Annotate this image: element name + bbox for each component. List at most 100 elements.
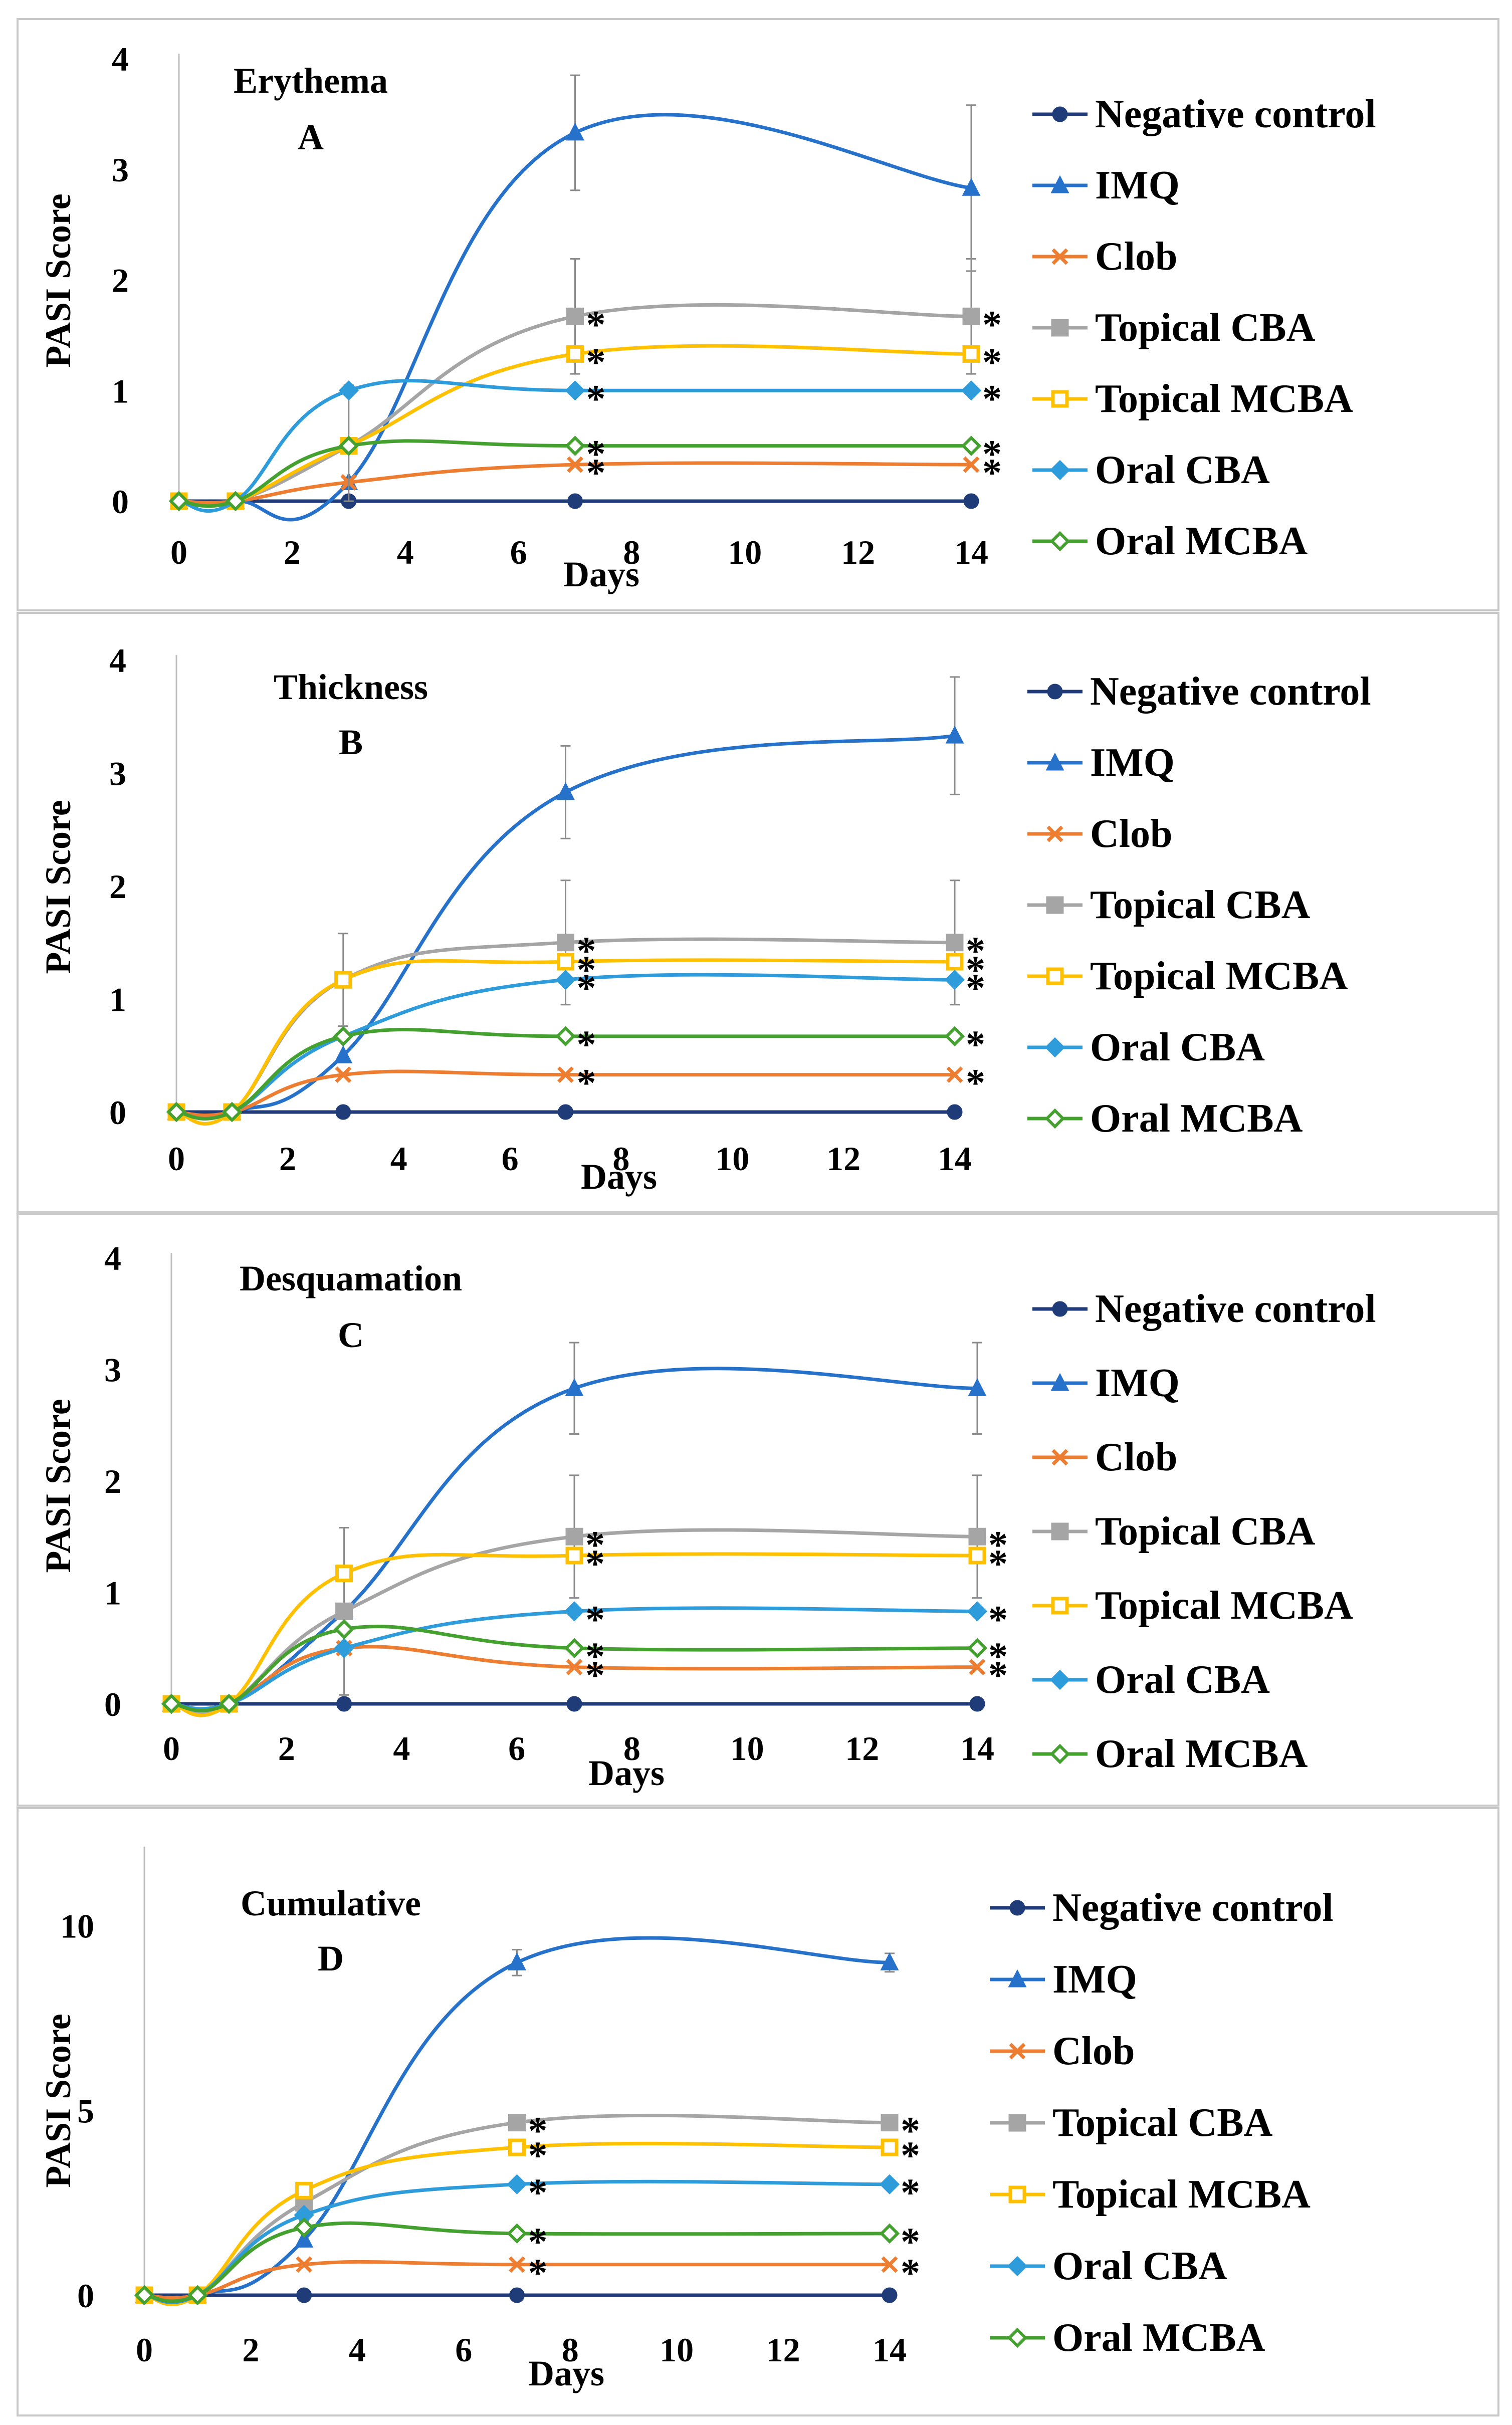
significance-marker: * xyxy=(966,929,985,972)
chart-panel-d: 0 5 10 0 2 4 6 8 10 12 14 Cumulative D PASI Score Days… xyxy=(38,1847,1334,2393)
data-point xyxy=(946,934,964,952)
series-line xyxy=(178,113,972,522)
legend-label: IMQ xyxy=(1095,1361,1180,1405)
significance-marker: * xyxy=(966,1022,985,1066)
x-axis-label: Days xyxy=(563,554,639,594)
x-tick-label: 10 xyxy=(730,1729,764,1768)
x-tick-label: 14 xyxy=(954,533,988,571)
data-point xyxy=(969,1696,985,1712)
x-tick-label: 6 xyxy=(502,1140,519,1178)
chart-title: Erythema xyxy=(234,61,388,101)
data-point xyxy=(968,1527,986,1546)
significance-marker: * xyxy=(982,432,1002,476)
legend-marker xyxy=(1008,1969,1027,1988)
legend-label: Oral MCBA xyxy=(1095,519,1308,563)
significance-marker: * xyxy=(586,302,606,346)
legend-item-topical-mcba: Topical MCBA xyxy=(990,2172,1311,2217)
legend-item-topical-cba: Topical CBA xyxy=(1032,1509,1316,1554)
legend-label: Negative control xyxy=(1095,1287,1376,1331)
data-point xyxy=(969,1659,986,1676)
x-tick-label: 8 xyxy=(623,1729,640,1768)
legend-label: Negative control xyxy=(1052,1886,1334,1930)
chart-title: Thickness xyxy=(274,667,428,707)
x-tick-label: 2 xyxy=(242,2331,259,2369)
data-point xyxy=(335,1066,352,1083)
data-point xyxy=(962,178,981,196)
legend-marker xyxy=(1051,319,1069,337)
y-tick-label: 2 xyxy=(112,262,129,300)
data-point xyxy=(944,970,965,990)
data-point xyxy=(947,1104,963,1120)
series-oral-mcba: * * xyxy=(161,1619,1008,1714)
legend-marker xyxy=(1046,967,1064,985)
data-point xyxy=(567,456,583,473)
significance-marker: * xyxy=(966,948,985,991)
data-point xyxy=(967,1638,988,1658)
y-tick-label: 3 xyxy=(109,755,126,793)
data-point xyxy=(222,1101,243,1123)
legend-marker xyxy=(1047,684,1063,700)
significance-marker: * xyxy=(577,948,596,991)
data-point xyxy=(335,1602,353,1620)
legend-item-topical-cba: Topical CBA xyxy=(1027,883,1311,927)
data-point xyxy=(334,1619,354,1640)
legend-marker xyxy=(1051,1522,1069,1540)
y-tick-label: 1 xyxy=(104,1574,121,1612)
data-point xyxy=(187,2285,208,2306)
significance-marker: * xyxy=(577,966,596,1009)
significance-marker: * xyxy=(988,1597,1008,1641)
data-point xyxy=(566,122,584,141)
x-axis-label: Days xyxy=(581,1157,657,1197)
legend-item-topical-mcba: Topical MCBA xyxy=(1027,954,1348,998)
legend-marker xyxy=(1045,752,1064,771)
legend-item-oral-mcba: Oral MCBA xyxy=(1027,1096,1303,1141)
data-point xyxy=(296,2256,313,2273)
significance-marker: * xyxy=(966,966,985,1009)
significance-marker: * xyxy=(901,2251,920,2294)
significance-marker: * xyxy=(528,2251,548,2294)
x-axis-label: Days xyxy=(528,2353,604,2393)
data-point xyxy=(962,345,980,363)
data-point xyxy=(558,1104,573,1120)
data-point xyxy=(161,1693,182,1714)
data-point xyxy=(225,491,246,512)
y-tick-label: 10 xyxy=(60,1907,94,1945)
legend-marker xyxy=(1046,896,1064,914)
legend-marker xyxy=(1008,2114,1026,2132)
x-tick-label: 8 xyxy=(612,1140,629,1178)
panel-frame-3 xyxy=(17,1807,1499,2416)
data-point xyxy=(338,380,359,401)
y-tick-label: 1 xyxy=(112,372,129,410)
legend-marker xyxy=(1052,106,1068,122)
y-tick-label: 5 xyxy=(77,2092,94,2130)
x-tick-label: 2 xyxy=(278,1729,295,1768)
legend-marker xyxy=(1051,1449,1068,1466)
data-point xyxy=(566,1659,583,1676)
data-point xyxy=(967,1601,988,1622)
legend-item-topical-mcba: Topical MCBA xyxy=(1032,1584,1353,1628)
legend: Negative control IMQ Clob Topical CBA Topica… xyxy=(990,1886,1334,2360)
legend-item-topical-cba: Topical CBA xyxy=(990,2101,1273,2145)
data-point xyxy=(508,1952,526,1970)
significance-marker: * xyxy=(988,1653,1008,1697)
data-point xyxy=(945,725,964,744)
data-point xyxy=(564,1638,585,1658)
legend-marker xyxy=(1007,2256,1028,2277)
legend-label: Clob xyxy=(1090,812,1173,856)
legend-label: Oral MCBA xyxy=(1095,1732,1308,1776)
legend-label: Clob xyxy=(1095,235,1178,279)
legend-label: Oral CBA xyxy=(1095,1658,1270,1702)
legend-marker xyxy=(1044,1108,1065,1129)
legend-label: Oral CBA xyxy=(1090,1025,1265,1069)
data-point xyxy=(882,2287,898,2303)
significance-marker: * xyxy=(966,1061,985,1105)
data-point xyxy=(567,493,583,509)
data-point xyxy=(509,2287,525,2303)
data-point xyxy=(296,2287,312,2303)
significance-marker: * xyxy=(528,2170,548,2214)
significance-marker: * xyxy=(982,340,1002,383)
significance-marker: * xyxy=(982,451,1002,494)
significance-marker: * xyxy=(982,302,1002,346)
y-tick-label: 4 xyxy=(112,40,129,78)
